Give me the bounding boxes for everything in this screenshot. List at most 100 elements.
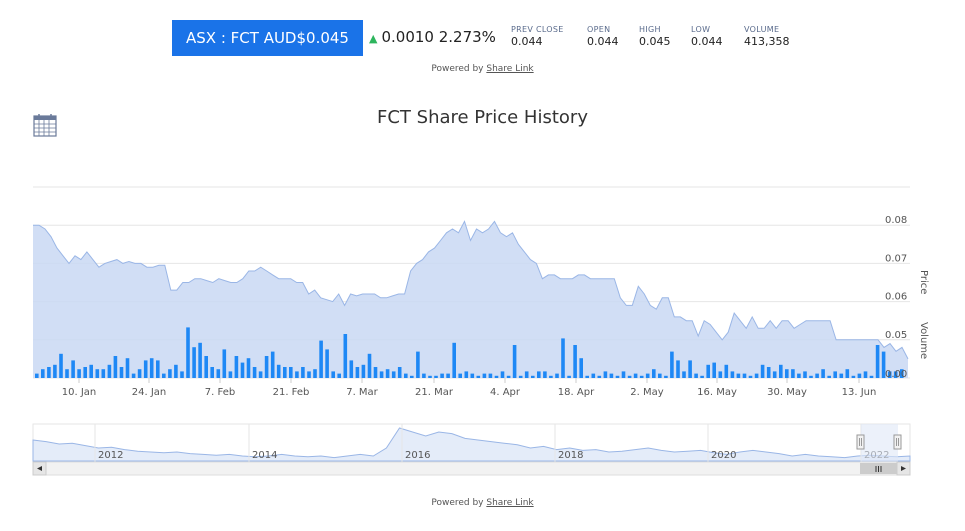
volume-bar (343, 334, 348, 378)
volume-bar (488, 373, 493, 378)
volume-bar (295, 371, 299, 378)
volume-bar (71, 360, 75, 378)
volume-bar (718, 371, 723, 378)
volume-bar (579, 358, 583, 378)
volume-bar (410, 375, 414, 378)
stat-open: OPEN 0.044 (587, 25, 619, 48)
volume-bar (41, 369, 45, 378)
volume-bar (512, 345, 517, 378)
volume-bar (881, 351, 886, 378)
volume-bar (198, 342, 202, 378)
volume-bar (470, 373, 475, 378)
stat-value: 413,358 (744, 35, 790, 48)
scroll-right-icon (901, 466, 906, 471)
volume-bar (252, 367, 257, 378)
price-tick-label: 0.06 (885, 292, 907, 303)
volume-bar (216, 369, 221, 378)
date-axis: 10. Jan 24. Jan 7. Feb 21. Feb 7. Mar 21. Mar… (62, 378, 877, 398)
scrollbar[interactable] (32, 461, 911, 476)
volume-bar (143, 360, 148, 378)
volume-bar (107, 364, 112, 378)
date-tick-label: 7. Mar (346, 387, 378, 398)
volume-bar (845, 369, 850, 378)
volume-bar (857, 373, 862, 378)
volume-bar (349, 360, 354, 378)
volume-bar (537, 371, 541, 378)
volume-bar (633, 373, 638, 378)
volume-bar (428, 375, 432, 378)
volume-bar (839, 373, 844, 378)
volume-bar (863, 371, 868, 378)
powered-by-top: Powered by Share Link (0, 64, 965, 74)
powered-prefix: Powered by (431, 498, 487, 508)
volume-bar (476, 375, 481, 378)
volume-bar (174, 364, 178, 378)
navigator-year-label: 2018 (558, 450, 583, 461)
volume-bar (228, 371, 233, 378)
share-link[interactable]: Share Link (486, 498, 534, 508)
stat-high: HIGH 0.045 (639, 25, 671, 48)
volume-bar (561, 338, 565, 378)
date-tick-label: 13. Jun (842, 387, 877, 398)
stat-label: PREV CLOSE (511, 25, 564, 34)
volume-bar (307, 371, 311, 378)
volume-bar (131, 373, 136, 378)
volume-bar (875, 345, 880, 378)
chart-title: FCT Share Price History (377, 107, 588, 128)
price-change: ▲ 0.0010 2.273% (369, 28, 496, 46)
navigator-selection[interactable] (861, 424, 898, 462)
date-tick-label: 21. Feb (273, 387, 310, 398)
navigator[interactable]: 201220142016201820202022 (32, 423, 911, 463)
date-tick-label: 21. Mar (415, 387, 454, 398)
volume-bar (591, 373, 596, 378)
volume-bar (397, 367, 402, 378)
volume-bar (367, 353, 372, 378)
volume-bar (452, 342, 456, 378)
volume-bar (567, 375, 571, 378)
stat-volume: VOLUME 413,358 (744, 25, 790, 48)
volume-bar (712, 362, 716, 378)
volume-bar (204, 356, 208, 378)
volume-bar (797, 373, 801, 378)
share-link[interactable]: Share Link (486, 64, 534, 74)
volume-bar (688, 360, 692, 378)
volume-bar (785, 369, 789, 378)
volume-bar (609, 373, 614, 378)
volume-bar (893, 371, 898, 378)
volume-bar (821, 369, 825, 378)
volume-bar (83, 367, 87, 378)
volume-bar (186, 327, 190, 378)
volume-bar (615, 375, 620, 378)
volume-bar (549, 375, 553, 378)
calendar-icon[interactable] (33, 113, 57, 141)
volume-bar (736, 373, 741, 378)
navigator-right-handle[interactable] (893, 434, 902, 450)
volume-bar (658, 373, 662, 378)
volume-bar (833, 371, 837, 378)
volume-bar (391, 371, 396, 378)
navigator-left-handle[interactable] (856, 434, 865, 450)
volume-bar (404, 373, 408, 378)
volume-bar (748, 375, 753, 378)
price-axis: 0.08 0.07 0.06 0.05 (885, 215, 907, 341)
navigator-year-label: 2012 (98, 450, 123, 461)
volume-bar (361, 364, 366, 378)
price-tick-label: 0.07 (885, 253, 907, 264)
volume-bar (809, 375, 813, 378)
volume-bar (210, 367, 214, 378)
volume-bar (506, 375, 511, 378)
volume-bar (77, 369, 81, 378)
stat-prev-close: PREV CLOSE 0.044 (511, 25, 564, 48)
volume-bar (900, 369, 904, 378)
volume-bar (585, 375, 589, 378)
volume-bar (385, 369, 390, 378)
date-tick-label: 4. Apr (490, 387, 521, 398)
ticker-price-badge: ASX : FCT AUD$0.045 (172, 20, 363, 56)
volume-bar (887, 371, 892, 378)
volume-axis-title: Volume (918, 322, 929, 359)
volume-bar (700, 375, 704, 378)
volume-bar (827, 375, 831, 378)
volume-bar (149, 358, 154, 378)
volume-bar (670, 351, 674, 378)
